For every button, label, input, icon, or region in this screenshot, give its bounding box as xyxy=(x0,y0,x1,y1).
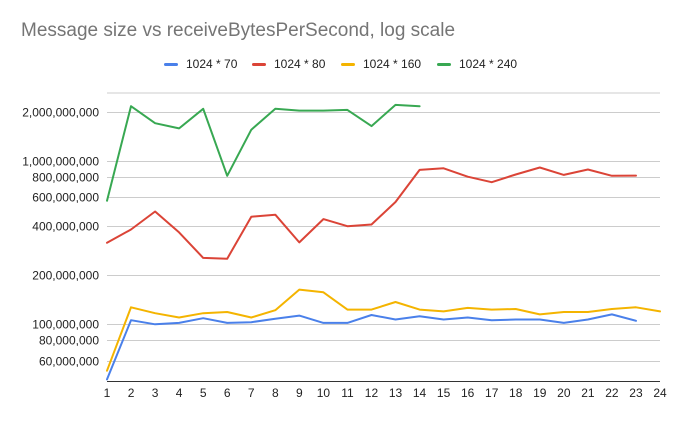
legend: 1024 * 70 1024 * 80 1024 * 160 1024 * 24… xyxy=(0,57,682,75)
y-tick-label: 1,000,000,000 xyxy=(22,155,99,169)
x-tick-label: 1 xyxy=(104,386,111,400)
x-tick-label: 16 xyxy=(461,386,475,400)
y-axis: 60,000,000 80,000,000 100,000,000 200,000,0… xyxy=(22,106,99,369)
x-tick-label: 15 xyxy=(437,386,451,400)
x-tick-label: 3 xyxy=(152,386,159,400)
series-lines xyxy=(106,103,661,381)
y-tick-label: 80,000,000 xyxy=(39,334,99,348)
series-line-3 xyxy=(106,103,421,202)
x-tick-label: 8 xyxy=(272,386,279,400)
x-tick-label: 21 xyxy=(581,386,595,400)
y-tick-label: 60,000,000 xyxy=(39,355,99,369)
x-axis: 1 2 3 4 5 6 7 8 9 10 11 12 13 14 15 16 17 18 19 20 21 22 23 24 xyxy=(104,381,667,400)
series-line-2 xyxy=(106,288,661,372)
chart-title: Message size vs receiveBytesPerSecond, l… xyxy=(21,20,456,41)
x-tick-label: 24 xyxy=(653,386,667,400)
x-tick-label: 18 xyxy=(509,386,523,400)
x-tick-label: 11 xyxy=(341,386,354,400)
legend-item-1024x80[interactable]: 1024 * 80 xyxy=(252,57,325,71)
y-tick-label: 800,000,000 xyxy=(32,171,99,185)
y-tick-label: 200,000,000 xyxy=(32,269,99,283)
x-tick-label: 10 xyxy=(317,386,331,400)
legend-swatch-green xyxy=(437,62,451,66)
x-tick-label: 14 xyxy=(413,386,427,400)
legend-swatch-blue xyxy=(164,62,178,66)
x-tick-label: 20 xyxy=(557,386,571,400)
y-tick-label: 400,000,000 xyxy=(32,220,99,234)
y-tick-label: 100,000,000 xyxy=(32,318,99,332)
gridlines xyxy=(107,92,660,362)
x-tick-label: 23 xyxy=(629,386,643,400)
legend-label: 1024 * 80 xyxy=(274,57,326,71)
legend-item-1024x70[interactable]: 1024 * 70 xyxy=(164,57,237,71)
legend-item-1024x160[interactable]: 1024 * 160 xyxy=(341,57,421,71)
legend-item-1024x240[interactable]: 1024 * 240 xyxy=(437,57,517,71)
x-tick-label: 22 xyxy=(605,386,619,400)
x-tick-label: 4 xyxy=(176,386,183,400)
legend-label: 1024 * 70 xyxy=(186,57,238,71)
y-tick-label: 600,000,000 xyxy=(32,191,99,205)
x-tick-label: 17 xyxy=(485,386,499,400)
legend-swatch-red xyxy=(252,62,266,66)
series-line-0 xyxy=(106,313,637,381)
series-line-1 xyxy=(106,166,637,260)
x-tick-label: 2 xyxy=(128,386,135,400)
x-tick-label: 5 xyxy=(200,386,207,400)
x-tick-label: 13 xyxy=(389,386,403,400)
legend-label: 1024 * 160 xyxy=(363,57,422,71)
x-tick-label: 19 xyxy=(533,386,547,400)
legend-swatch-yellow xyxy=(341,62,355,66)
x-tick-label: 7 xyxy=(248,386,255,400)
y-tick-label: 2,000,000,000 xyxy=(22,106,99,120)
x-tick-label: 12 xyxy=(365,386,379,400)
x-tick-label: 6 xyxy=(224,386,231,400)
x-tick-label: 9 xyxy=(296,386,303,400)
legend-label: 1024 * 240 xyxy=(459,57,518,71)
